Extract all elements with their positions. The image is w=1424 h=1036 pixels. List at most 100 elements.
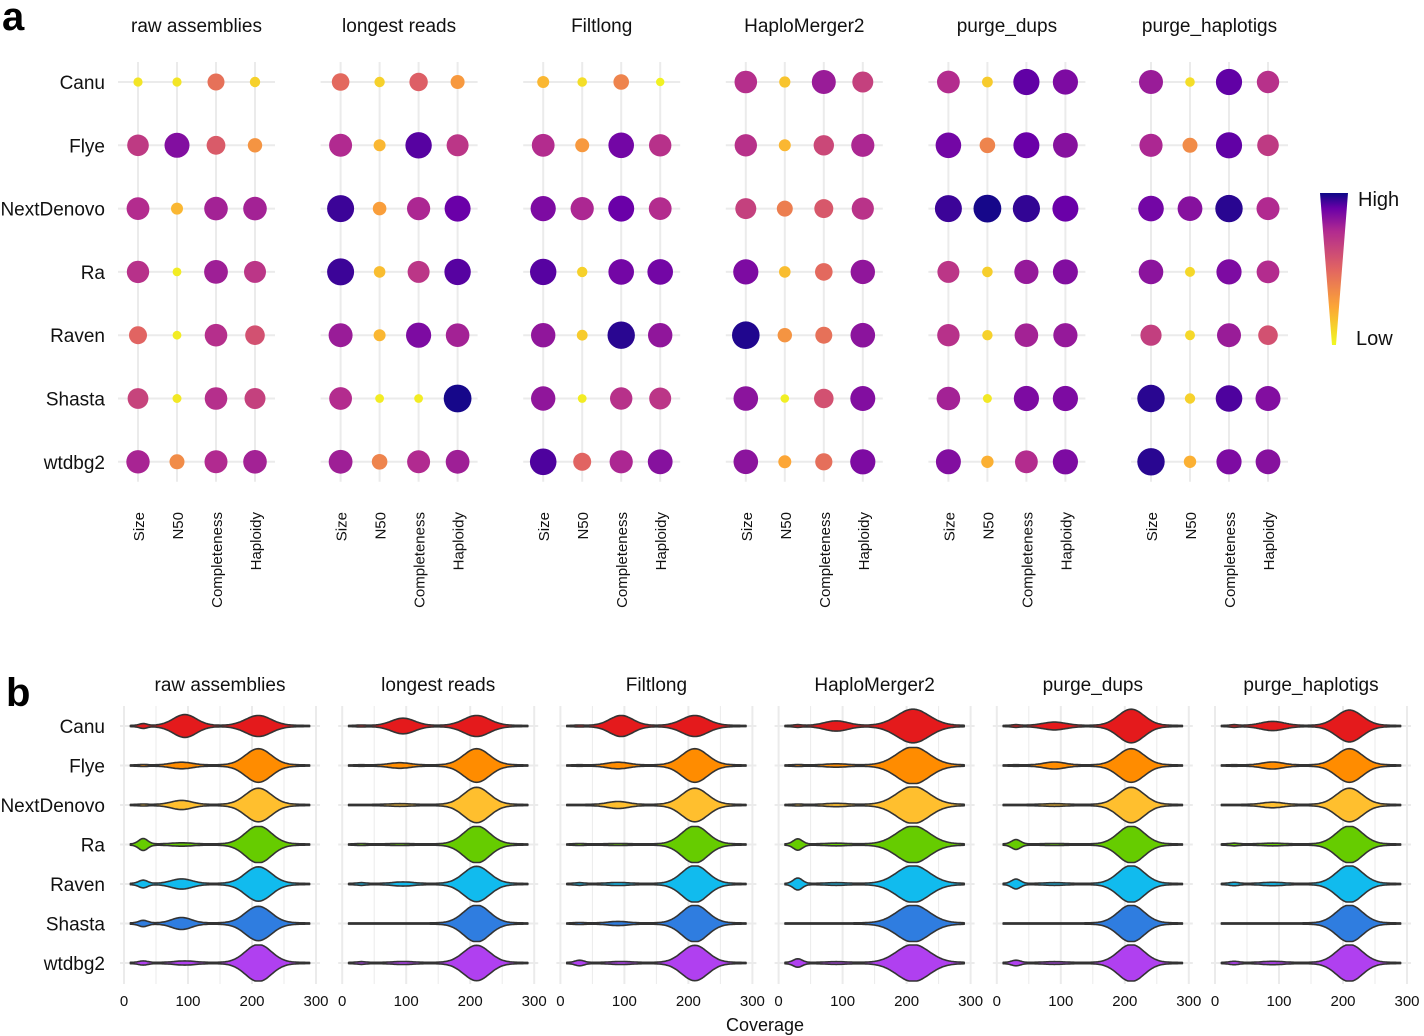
dot-shasta-n50 <box>982 394 992 403</box>
dot-nextdenovo-n50 <box>171 202 183 215</box>
facet-haplomerger2: HaploMerger2 Size N50 Completeness Haploidy <box>725 16 883 608</box>
dot-nextdenovo-completeness <box>1215 194 1243 223</box>
violin-wtdbg2 <box>129 944 311 982</box>
metric-label: Completeness <box>1222 512 1239 608</box>
dot-raven-size <box>328 323 353 348</box>
dot-flye-size <box>935 132 962 159</box>
violin-raven <box>566 865 747 903</box>
dot-flye-completeness <box>608 132 634 159</box>
dot-raven-size <box>937 324 960 347</box>
dot-wtdbg2-n50 <box>371 454 388 470</box>
violin-facet-purge-dups: purge_dups 0 100 200 300 <box>993 675 1202 1010</box>
x-tick-label: 200 <box>894 993 919 1010</box>
dot-nextdenovo-size <box>1138 195 1164 222</box>
dot-canu-n50 <box>1185 77 1195 87</box>
dot-canu-n50 <box>577 77 587 87</box>
dot-nextdenovo-haploidy <box>444 195 471 222</box>
dot-flye-size <box>127 134 149 157</box>
dot-shasta-completeness <box>1215 385 1243 412</box>
metric-label: N50 <box>373 512 390 540</box>
metric-label: N50 <box>778 512 795 540</box>
x-tick-label: 200 <box>239 993 264 1010</box>
violin-ra <box>347 825 529 864</box>
dot-wtdbg2-size <box>126 450 150 474</box>
violin-facet-purge-haplotigs: purge_haplotigs 0 100 200 300 <box>1211 675 1420 1010</box>
legend-high-label: High <box>1358 189 1399 211</box>
row-label-wtdbg2: wtdbg2 <box>43 954 105 975</box>
metric-label: Completeness <box>614 512 631 608</box>
x-tick-label: 0 <box>556 993 564 1010</box>
dot-nextdenovo-haploidy <box>648 197 672 221</box>
dot-raven-completeness <box>1217 323 1241 348</box>
metric-label: Size <box>1144 512 1161 541</box>
dot-nextdenovo-completeness <box>204 196 228 221</box>
dot-wtdbg2-n50 <box>169 454 185 470</box>
x-tick-label: 0 <box>1211 993 1219 1010</box>
dot-wtdbg2-haploidy <box>445 449 470 474</box>
facet-title: longest reads <box>342 16 456 37</box>
facet-title: HaploMerger2 <box>744 16 864 37</box>
row-label-nextdenovo: NextDenovo <box>0 796 105 817</box>
violin-nextdenovo <box>784 786 965 824</box>
dot-ra-n50 <box>982 266 993 278</box>
dot-ra-haploidy <box>1256 260 1280 284</box>
dot-ra-completeness <box>204 260 228 284</box>
facet-title: raw assemblies <box>131 16 262 37</box>
dot-ra-completeness <box>407 260 430 283</box>
x-tick-label: 100 <box>175 993 200 1010</box>
dot-raven-completeness <box>815 326 833 344</box>
violin-shasta <box>129 905 311 942</box>
dot-shasta-haploidy <box>443 384 472 413</box>
dot-canu-haploidy <box>656 77 665 87</box>
violin-raven <box>129 866 311 902</box>
facet-purge-haplotigs: purge_haplotigs Size N50 Completeness Haploi… <box>1131 16 1288 608</box>
facet-title: Filtlong <box>626 675 687 696</box>
x-tick-label: 200 <box>458 993 483 1010</box>
dot-flye-n50 <box>1182 137 1198 153</box>
row-label-flye: Flye <box>69 757 105 778</box>
dot-canu-completeness <box>207 73 225 91</box>
metric-label: N50 <box>1183 512 1200 540</box>
dot-canu-haploidy <box>450 75 465 89</box>
dot-ra-haploidy <box>647 259 673 285</box>
dot-ra-n50 <box>1185 266 1195 277</box>
dot-flye-size <box>531 133 555 157</box>
dot-raven-n50 <box>576 329 588 341</box>
dot-wtdbg2-haploidy <box>1052 449 1078 475</box>
dot-nextdenovo-n50 <box>372 201 387 216</box>
dot-flye-haploidy <box>851 133 875 157</box>
dot-canu-size <box>937 70 960 94</box>
dot-flye-haploidy <box>247 138 263 153</box>
dot-shasta-completeness <box>414 394 423 403</box>
dot-ra-n50 <box>172 267 182 277</box>
dot-wtdbg2-completeness <box>609 450 633 474</box>
dot-ra-n50 <box>577 266 588 278</box>
metric-label: Completeness <box>209 512 226 608</box>
dot-raven-completeness <box>607 321 635 349</box>
dot-raven-haploidy <box>648 323 673 348</box>
panel-a-letter: a <box>2 0 25 39</box>
x-tick-label: 300 <box>303 993 328 1010</box>
legend-low-label: Low <box>1356 328 1393 350</box>
dot-canu-n50 <box>172 77 182 87</box>
violin-nextdenovo <box>347 786 529 824</box>
legend-gradient-wedge <box>1320 193 1348 345</box>
dot-raven-completeness <box>406 322 432 348</box>
dot-shasta-haploidy <box>1052 385 1078 412</box>
violin-canu <box>1002 708 1184 744</box>
dot-canu-n50 <box>374 76 385 88</box>
violin-wtdbg2 <box>1002 944 1184 982</box>
dot-raven-n50 <box>982 330 993 341</box>
dot-shasta-n50 <box>1184 393 1196 404</box>
row-label-nextdenovo: NextDenovo <box>0 200 105 221</box>
metric-label: Size <box>131 512 148 541</box>
dot-shasta-size <box>1137 384 1165 413</box>
dot-canu-haploidy <box>852 71 874 93</box>
metric-label: N50 <box>980 512 997 540</box>
dot-canu-size <box>1139 70 1163 94</box>
violin-ra <box>784 825 965 864</box>
dot-flye-haploidy <box>649 134 672 157</box>
facet-raw-assemblies: raw assemblies Size N50 Completeness Haploid… <box>118 16 275 608</box>
dot-wtdbg2-size <box>733 449 759 475</box>
metric-label: Haploidy <box>856 512 873 571</box>
